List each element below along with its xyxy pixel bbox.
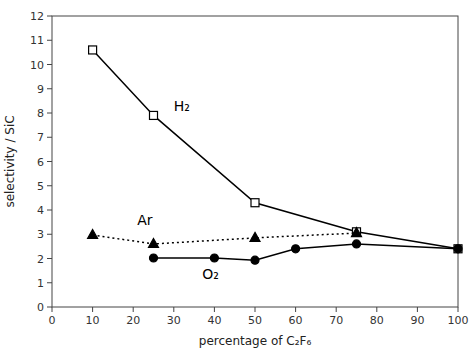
- y-tick-label: 9: [37, 83, 44, 96]
- y-tick-label: 6: [37, 156, 44, 169]
- y-tick-label: 1: [37, 277, 44, 290]
- y-axis-label: selectivity / SiC: [3, 115, 17, 207]
- y-tick: [47, 64, 52, 65]
- data-point: [454, 245, 462, 253]
- annotation: Ar: [137, 212, 153, 228]
- x-tick-label: 90: [410, 314, 424, 327]
- y-tick-label: 10: [30, 59, 44, 72]
- y-tick-label: 11: [30, 34, 44, 47]
- y-tick-label: 7: [37, 131, 44, 144]
- x-tick-label: 50: [248, 314, 262, 327]
- data-point: [149, 238, 159, 247]
- x-tick: [295, 307, 296, 312]
- x-tick-label: 0: [49, 314, 56, 327]
- y-tick-label: 2: [37, 253, 44, 266]
- x-tick: [173, 307, 174, 312]
- data-point: [352, 228, 362, 237]
- data-point: [251, 256, 259, 264]
- series-line: [154, 244, 459, 260]
- x-tick-label: 100: [448, 314, 469, 327]
- x-tick: [376, 307, 377, 312]
- x-tick: [52, 307, 53, 312]
- x-tick: [255, 307, 256, 312]
- y-tick: [47, 307, 52, 308]
- x-tick: [336, 307, 337, 312]
- x-tick-label: 10: [86, 314, 100, 327]
- y-tick: [47, 40, 52, 41]
- x-tick: [458, 307, 459, 312]
- annotation: H₂: [174, 98, 190, 114]
- x-axis-label: percentage of C₂F₆: [199, 334, 312, 348]
- y-tick: [47, 258, 52, 259]
- series-line: [93, 50, 458, 249]
- y-tick: [47, 210, 52, 211]
- y-tick: [47, 161, 52, 162]
- data-point: [292, 245, 300, 253]
- x-tick: [214, 307, 215, 312]
- y-tick: [47, 234, 52, 235]
- data-point: [250, 232, 260, 241]
- x-tick-label: 40: [207, 314, 221, 327]
- y-tick: [47, 88, 52, 89]
- series-group: [88, 46, 462, 264]
- data-point: [210, 254, 218, 262]
- x-tick-label: 30: [167, 314, 181, 327]
- y-tick: [47, 137, 52, 138]
- y-tick-label: 5: [37, 180, 44, 193]
- data-point: [150, 254, 158, 262]
- y-tick: [47, 282, 52, 283]
- annotation: O₂: [202, 266, 219, 282]
- data-point: [89, 46, 97, 54]
- y-tick-label: 4: [37, 204, 44, 217]
- data-point: [251, 199, 259, 207]
- series-line: [93, 233, 357, 244]
- y-tick: [47, 113, 52, 114]
- plot-frame: [52, 16, 458, 307]
- y-tick-label: 3: [37, 228, 44, 241]
- x-tick: [417, 307, 418, 312]
- x-tick-label: 60: [289, 314, 303, 327]
- data-point: [353, 228, 361, 236]
- y-tick-label: 12: [30, 10, 44, 23]
- x-tick-label: 80: [370, 314, 384, 327]
- y-tick: [47, 185, 52, 186]
- data-point: [353, 240, 361, 248]
- x-tick: [92, 307, 93, 312]
- x-tick-label: 70: [329, 314, 343, 327]
- data-point: [88, 229, 98, 238]
- x-tick: [133, 307, 134, 312]
- y-tick: [47, 16, 52, 17]
- y-tick-label: 0: [37, 301, 44, 314]
- x-tick-label: 20: [126, 314, 140, 327]
- data-point: [454, 245, 462, 253]
- y-tick-label: 8: [37, 107, 44, 120]
- data-point: [150, 111, 158, 119]
